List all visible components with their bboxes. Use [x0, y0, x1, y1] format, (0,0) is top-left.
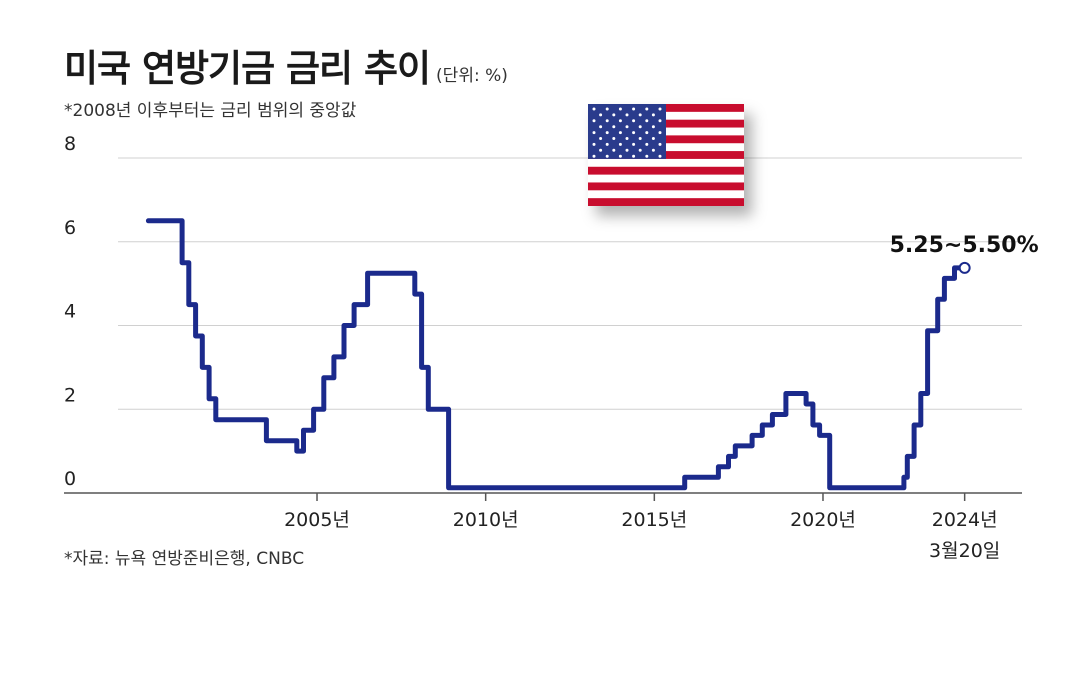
- y-tick-label: 0: [64, 468, 76, 490]
- chart-subtitle: *2008년 이후부터는 금리 범위의 중앙값: [64, 101, 357, 121]
- unit-label: (단위: %): [436, 66, 508, 86]
- title-text: 미국 연방기금 금리 추이: [64, 47, 431, 90]
- series-layer: 5.25~5.50%: [145, 218, 1039, 491]
- x-tick-label: 2015년: [621, 509, 687, 531]
- latest-rate-annotation: 5.25~5.50%: [890, 233, 1039, 258]
- y-tick-label: 8: [64, 133, 76, 155]
- y-tick-label: 2: [64, 384, 76, 406]
- y-axis-ticks: 0 2 4 6 8: [64, 133, 76, 490]
- source-note: *자료: 뉴욕 연방준비은행, CNBC: [64, 549, 305, 569]
- x-axis-ticks: 2005년 2010년 2015년 2020년 2024년 3월20일: [284, 493, 1000, 562]
- chart-title: 미국 연방기금 금리 추이 (단위: %): [64, 38, 508, 92]
- grid-layer: [64, 157, 1022, 494]
- y-tick-label: 6: [64, 217, 76, 239]
- y-tick-label: 4: [64, 301, 76, 323]
- x-tick-label: 2005년: [284, 509, 350, 531]
- rate-series-line: [145, 218, 968, 491]
- x-tick-label: 2020년: [790, 509, 856, 531]
- x-tick-sublabel: 3월20일: [929, 540, 1000, 562]
- latest-point-marker: [958, 261, 971, 274]
- us-flag-icon: [588, 104, 744, 206]
- x-tick-label: 2024년: [932, 509, 998, 531]
- x-tick-label: 2010년: [453, 509, 519, 531]
